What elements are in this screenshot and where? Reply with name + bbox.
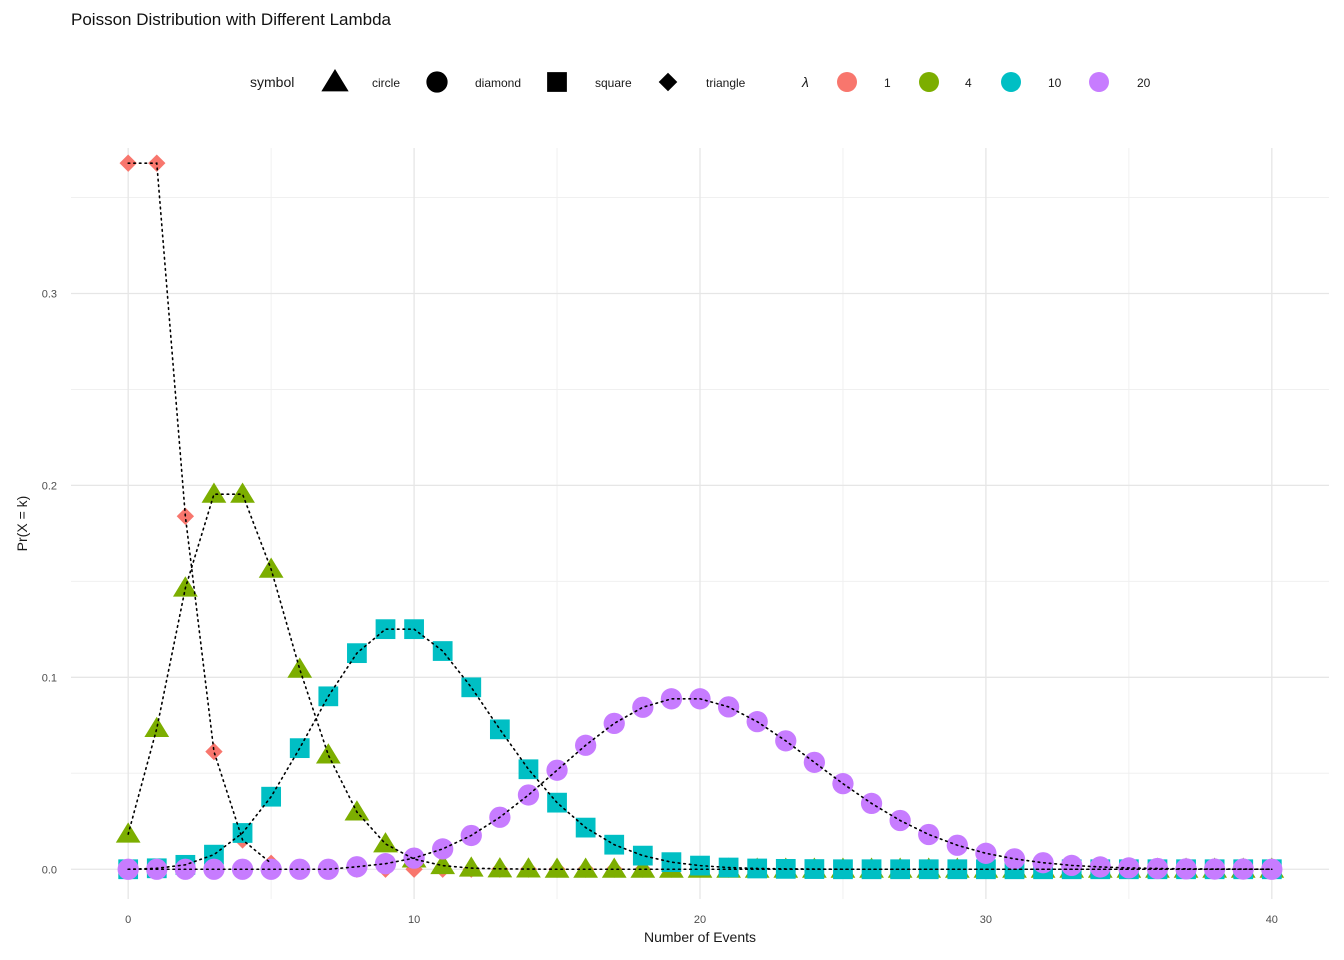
legend-symbol-title: symbol (250, 74, 294, 90)
data-point (546, 759, 568, 781)
legend-symbol-label: circle (372, 76, 400, 90)
data-point (289, 858, 311, 880)
data-point (517, 784, 540, 806)
data-point (315, 743, 341, 764)
legend-lambda-title: λ (801, 74, 809, 90)
data-point (518, 759, 539, 780)
legend-symbol-circle (426, 71, 448, 93)
legend: symbol circle diamond square triangle λ 1 4 10 20 (0, 68, 1344, 98)
chart-title: Poisson Distribution with Different Lamb… (71, 10, 392, 29)
data-point (204, 844, 224, 865)
data-point (803, 751, 826, 773)
legend-lambda-key (837, 72, 857, 92)
data-point (544, 857, 570, 878)
series-line (127, 628, 1273, 871)
data-point (918, 823, 940, 846)
data-point (918, 859, 939, 880)
y-tick-label: 0.3 (42, 288, 57, 300)
data-point (458, 856, 484, 877)
data-point (430, 853, 456, 875)
legend-lambda-key (919, 72, 939, 92)
legend-lambda-key (1089, 72, 1109, 92)
data-point (861, 859, 882, 880)
data-point (317, 858, 339, 880)
data-point (461, 677, 482, 698)
data-point (1203, 858, 1226, 880)
y-axis-label: Pr(X = k) (14, 496, 30, 552)
y-tick-label: 0.0 (42, 864, 57, 876)
data-point (205, 742, 223, 761)
legend-symbol-diamond (658, 72, 678, 92)
x-tick-label: 30 (980, 914, 992, 926)
x-tick-label: 20 (694, 914, 706, 926)
legend-lambda-label: 4 (965, 76, 972, 90)
data-point (632, 696, 654, 718)
x-axis-label: Number of Events (644, 929, 756, 945)
series-20-points (117, 688, 1283, 880)
y-tick-label: 0.2 (42, 480, 57, 492)
x-tick-label: 10 (408, 914, 420, 926)
data-point (975, 842, 997, 864)
series-line (127, 698, 1273, 871)
legend-symbol-label: triangle (706, 76, 746, 90)
series-line (127, 162, 272, 865)
data-point (516, 857, 541, 878)
data-point (630, 857, 656, 878)
data-point (373, 832, 398, 853)
data-point (260, 858, 282, 880)
x-tick-label: 40 (1266, 914, 1278, 926)
data-point (432, 838, 454, 860)
data-point (632, 845, 653, 866)
data-point (487, 857, 513, 878)
legend-lambda-label: 1 (884, 76, 891, 90)
y-tick-label: 0.1 (42, 672, 57, 684)
legend-symbol-label: square (595, 76, 632, 90)
legend-lambda-label: 20 (1137, 76, 1151, 90)
legend-lambda-label: 10 (1048, 76, 1062, 90)
x-tick-label: 0 (125, 914, 131, 926)
data-point (172, 576, 198, 597)
data-point (144, 716, 170, 738)
data-point (890, 859, 911, 880)
legend-lambda-key (1001, 72, 1021, 92)
data-point (661, 852, 682, 873)
data-point (573, 857, 599, 878)
legend-symbol-triangle (321, 68, 349, 92)
data-point (201, 482, 227, 503)
legend-symbol-square (547, 72, 567, 92)
data-point (1175, 858, 1197, 880)
legend-symbol-label: diamond (475, 76, 521, 90)
data-point (230, 482, 255, 503)
data-point (489, 719, 510, 740)
legend-svg: symbol circle diamond square triangle λ 1 4 10 20 (250, 68, 1151, 93)
data-point (1003, 848, 1026, 870)
data-point (601, 857, 627, 878)
data-point (603, 712, 625, 735)
data-point (344, 800, 370, 821)
data-point (258, 557, 284, 578)
